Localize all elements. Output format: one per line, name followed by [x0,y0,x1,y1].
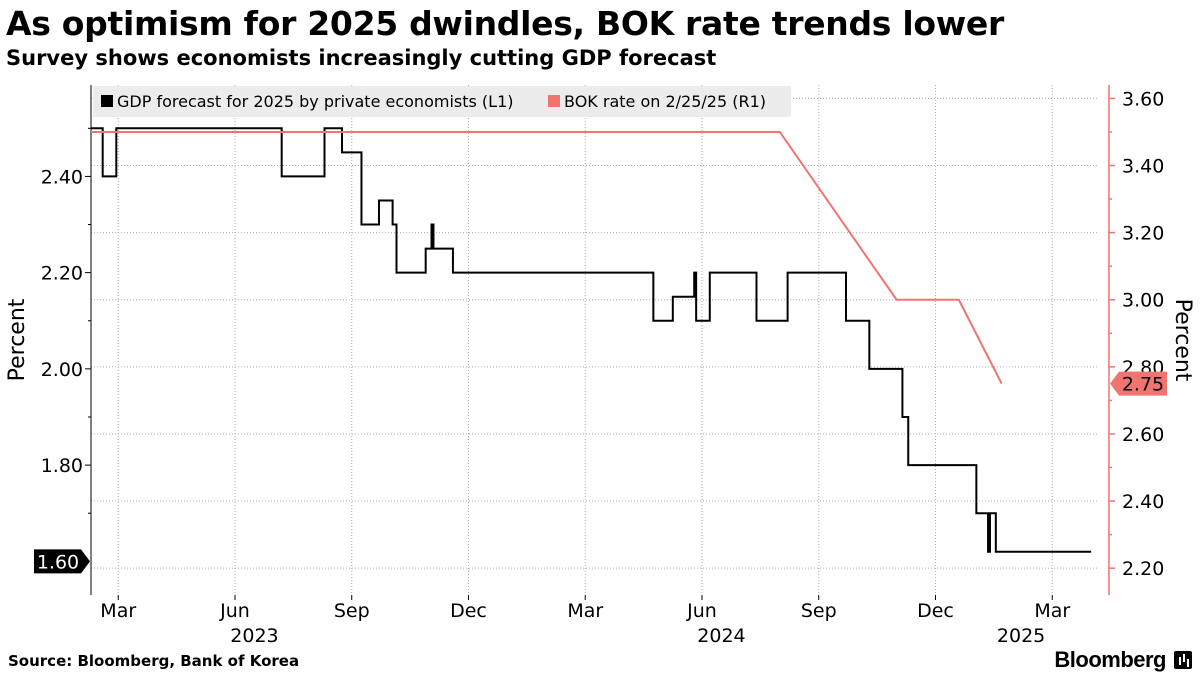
left-axis-tick-label: 2.40 [41,166,83,188]
legend-label-gdp: GDP forecast for 2025 by private economi… [117,92,514,111]
x-axis-tick-label: Sep [801,600,837,622]
x-axis-tick-label: Dec [917,600,954,622]
right-axis-tick-label: 2.40 [1122,491,1164,513]
gdp-last-value-label: 1.60 [37,551,79,573]
gdp-last-value-tag [34,549,90,574]
left-axis-title: Percent [5,298,30,381]
x-axis-tick-label: Sep [334,600,370,622]
x-axis-tick-label: Mar [1034,600,1070,622]
x-axis-year-label: 2024 [697,625,745,647]
left-axis-tick-label: 2.20 [41,263,83,285]
right-axis-tick-label: 2.20 [1122,558,1164,580]
right-axis-tick-label: 3.00 [1122,290,1164,312]
series-layer [91,127,1092,553]
x-axis-year-label: 2023 [230,625,278,647]
left-axis-tick-label: 2.00 [41,359,83,381]
x-axis-tick-label: Jun [219,600,250,622]
source-note: Source: Bloomberg, Bank of Korea [8,652,300,670]
left-axis-tick-label: 1.80 [41,455,83,477]
right-axis-tick-label: 2.60 [1122,424,1164,446]
x-axis-year-label: 2025 [997,625,1045,647]
right-axis-tick-label: 3.40 [1122,156,1164,178]
right-axis-title: Percent [1170,299,1195,382]
legend: GDP forecast for 2025 by private economi… [93,86,791,117]
right-axis-tick-label: 3.60 [1122,88,1164,110]
x-axis-tick-label: Jun [686,600,717,622]
value-labels: 1.60 2.75 [34,371,1167,574]
x-axis-tick-label: Mar [567,600,603,622]
legend-background [93,86,791,117]
bok-last-value-tag [1110,371,1167,396]
x-axis-tick-label: Mar [100,600,136,622]
gridlines [91,85,1097,595]
legend-swatch-bok [548,95,560,107]
bok-rate-line [91,130,1003,385]
chart-title: As optimism for 2025 dwindles, BOK rate … [6,4,1004,43]
right-axis-tick-label: 3.20 [1122,223,1164,245]
legend-swatch-gdp [101,95,113,107]
bloomberg-terminal-icon [1174,651,1192,669]
x-axis-tick-label: Dec [450,600,487,622]
bloomberg-logo: Bloomberg [1054,647,1166,672]
bok-last-value-label: 2.75 [1122,374,1164,396]
gdp-forecast-line [91,127,1092,553]
chart-subtitle: Survey shows economists increasingly cut… [6,46,717,70]
legend-label-bok: BOK rate on 2/25/25 (R1) [564,92,766,111]
axes: 1.802.002.202.40Percent2.202.402.602.803… [5,85,1195,647]
